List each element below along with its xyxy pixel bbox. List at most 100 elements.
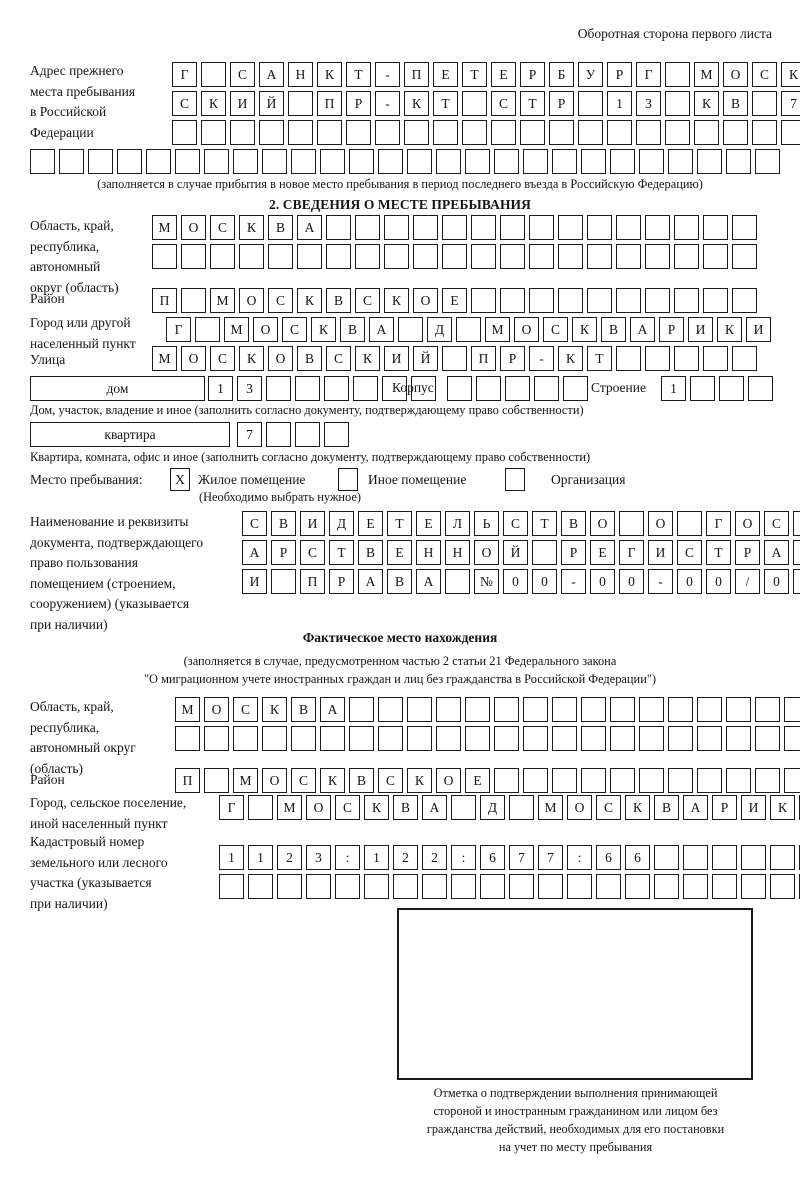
char-cell[interactable]: С	[233, 697, 258, 722]
char-cell[interactable]	[520, 120, 545, 145]
char-cell[interactable]: К	[239, 346, 264, 371]
char-cell[interactable]	[324, 422, 349, 447]
char-cell[interactable]	[509, 795, 534, 820]
char-cell[interactable]: -	[529, 346, 554, 371]
char-cell[interactable]	[291, 726, 316, 751]
char-cell[interactable]	[384, 244, 409, 269]
char-cell[interactable]	[353, 376, 378, 401]
char-cell[interactable]	[703, 288, 728, 313]
char-cell[interactable]: В	[326, 288, 351, 313]
char-cell[interactable]: Е	[491, 62, 516, 87]
char-cell[interactable]: К	[407, 768, 432, 793]
char-cell[interactable]: М	[694, 62, 719, 87]
char-cell[interactable]	[288, 120, 313, 145]
char-cell[interactable]: С	[210, 346, 235, 371]
char-cell[interactable]	[697, 768, 722, 793]
char-cell[interactable]: К	[297, 288, 322, 313]
char-cell[interactable]	[204, 149, 229, 174]
char-cell[interactable]	[295, 376, 320, 401]
char-cell[interactable]	[529, 244, 554, 269]
char-cell[interactable]	[433, 120, 458, 145]
char-cell[interactable]	[175, 149, 200, 174]
char-cell[interactable]	[683, 845, 708, 870]
char-cell[interactable]	[117, 149, 142, 174]
char-cell[interactable]	[770, 845, 795, 870]
stay-type-option-1-checkbox[interactable]	[338, 468, 358, 491]
char-cell[interactable]	[610, 697, 635, 722]
char-cell[interactable]: Р	[271, 540, 296, 565]
char-cell[interactable]: О	[648, 511, 673, 536]
char-cell[interactable]: Г	[172, 62, 197, 87]
char-cell[interactable]: С	[378, 768, 403, 793]
char-cell[interactable]	[219, 874, 244, 899]
char-cell[interactable]	[195, 317, 220, 342]
char-cell[interactable]	[674, 346, 699, 371]
char-cell[interactable]: К	[404, 91, 429, 116]
char-cell[interactable]: 1	[219, 845, 244, 870]
char-cell[interactable]: П	[152, 288, 177, 313]
document-row-1[interactable]: СВИДЕТЕЛЬСТВООГОСУД	[242, 511, 800, 536]
char-cell[interactable]: М	[152, 346, 177, 371]
char-cell[interactable]	[558, 244, 583, 269]
char-cell[interactable]: М	[224, 317, 249, 342]
char-cell[interactable]	[523, 768, 548, 793]
char-cell[interactable]	[320, 149, 345, 174]
section2-region-row-2[interactable]	[152, 244, 757, 269]
char-cell[interactable]: В	[561, 511, 586, 536]
char-cell[interactable]: М	[175, 697, 200, 722]
char-cell[interactable]	[230, 120, 255, 145]
char-cell[interactable]	[266, 422, 291, 447]
char-cell[interactable]: Р	[549, 91, 574, 116]
char-cell[interactable]	[741, 874, 766, 899]
char-cell[interactable]	[596, 874, 621, 899]
char-cell[interactable]: А	[259, 62, 284, 87]
char-cell[interactable]: О	[735, 511, 760, 536]
char-cell[interactable]: -	[375, 62, 400, 87]
char-cell[interactable]: Р	[500, 346, 525, 371]
char-cell[interactable]: В	[358, 540, 383, 565]
char-cell[interactable]: Д	[427, 317, 452, 342]
char-cell[interactable]	[532, 540, 557, 565]
char-cell[interactable]	[451, 795, 476, 820]
char-cell[interactable]: А	[358, 569, 383, 594]
char-cell[interactable]: О	[723, 62, 748, 87]
char-cell[interactable]: О	[567, 795, 592, 820]
char-cell[interactable]	[471, 244, 496, 269]
char-cell[interactable]: 3	[237, 376, 262, 401]
char-cell[interactable]: А	[683, 795, 708, 820]
char-cell[interactable]: К	[364, 795, 389, 820]
char-cell[interactable]	[668, 697, 693, 722]
char-cell[interactable]: П	[300, 569, 325, 594]
char-cell[interactable]	[654, 874, 679, 899]
char-cell[interactable]: В	[723, 91, 748, 116]
char-cell[interactable]: К	[572, 317, 597, 342]
char-cell[interactable]	[781, 120, 800, 145]
char-cell[interactable]: /	[735, 569, 760, 594]
flat-number-cells[interactable]: 7	[237, 422, 349, 447]
char-cell[interactable]: С	[326, 346, 351, 371]
char-cell[interactable]	[378, 726, 403, 751]
char-cell[interactable]: А	[764, 540, 789, 565]
char-cell[interactable]	[752, 120, 777, 145]
char-cell[interactable]	[175, 726, 200, 751]
char-cell[interactable]: О	[514, 317, 539, 342]
char-cell[interactable]: Т	[587, 346, 612, 371]
char-cell[interactable]	[645, 215, 670, 240]
char-cell[interactable]	[616, 244, 641, 269]
char-cell[interactable]	[355, 244, 380, 269]
char-cell[interactable]	[259, 120, 284, 145]
char-cell[interactable]: А	[242, 540, 267, 565]
char-cell[interactable]	[752, 91, 777, 116]
char-cell[interactable]	[442, 346, 467, 371]
char-cell[interactable]	[349, 697, 374, 722]
char-cell[interactable]	[581, 697, 606, 722]
char-cell[interactable]	[607, 120, 632, 145]
char-cell[interactable]: Й	[503, 540, 528, 565]
char-cell[interactable]	[639, 697, 664, 722]
char-cell[interactable]	[462, 120, 487, 145]
char-cell[interactable]	[451, 874, 476, 899]
char-cell[interactable]	[726, 149, 751, 174]
